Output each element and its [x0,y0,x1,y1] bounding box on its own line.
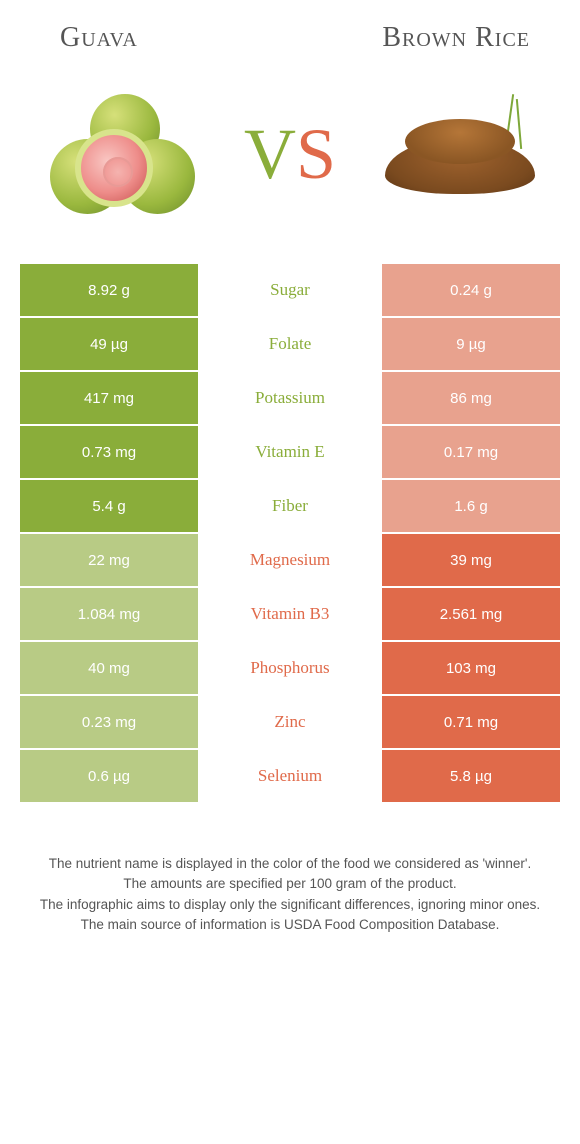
value-right: 39 mg [380,534,560,586]
nutrient-name: Folate [200,318,380,370]
footer-line: The nutrient name is displayed in the co… [20,854,560,874]
value-left: 40 mg [20,642,200,694]
value-left: 0.6 µg [20,750,200,802]
value-left: 22 mg [20,534,200,586]
footer-line: The infographic aims to display only the… [20,895,560,915]
footer-line: The amounts are specified per 100 gram o… [20,874,560,894]
value-left: 0.23 mg [20,696,200,748]
food-title-left: Guava [60,22,138,54]
table-row: 22 mgMagnesium39 mg [20,534,560,588]
table-row: 49 µgFolate9 µg [20,318,560,372]
nutrient-name: Vitamin E [200,426,380,478]
nutrient-name: Zinc [200,696,380,748]
nutrient-name: Sugar [200,264,380,316]
value-right: 0.24 g [380,264,560,316]
vs-label: VS [244,113,336,196]
value-left: 5.4 g [20,480,200,532]
vs-v: V [244,114,296,194]
value-left: 49 µg [20,318,200,370]
value-left: 8.92 g [20,264,200,316]
table-row: 5.4 gFiber1.6 g [20,480,560,534]
value-left: 0.73 mg [20,426,200,478]
value-right: 9 µg [380,318,560,370]
hero-row: VS [0,54,580,264]
table-row: 0.6 µgSelenium5.8 µg [20,750,560,804]
value-right: 1.6 g [380,480,560,532]
footer-line: The main source of information is USDA F… [20,915,560,935]
footer-notes: The nutrient name is displayed in the co… [0,804,580,935]
nutrient-name: Magnesium [200,534,380,586]
table-row: 0.73 mgVitamin E0.17 mg [20,426,560,480]
value-left: 1.084 mg [20,588,200,640]
brown-rice-icon [380,84,540,224]
table-row: 8.92 gSugar0.24 g [20,264,560,318]
food-title-right: Brown Rice [382,22,530,54]
value-right: 5.8 µg [380,750,560,802]
value-right: 103 mg [380,642,560,694]
guava-icon [40,84,200,224]
nutrient-name: Phosphorus [200,642,380,694]
nutrient-name: Vitamin B3 [200,588,380,640]
value-right: 2.561 mg [380,588,560,640]
value-left: 417 mg [20,372,200,424]
nutrient-table: 8.92 gSugar0.24 g49 µgFolate9 µg417 mgPo… [0,264,580,804]
table-row: 1.084 mgVitamin B32.561 mg [20,588,560,642]
table-row: 0.23 mgZinc0.71 mg [20,696,560,750]
value-right: 86 mg [380,372,560,424]
value-right: 0.17 mg [380,426,560,478]
table-row: 417 mgPotassium86 mg [20,372,560,426]
nutrient-name: Potassium [200,372,380,424]
value-right: 0.71 mg [380,696,560,748]
header: Guava Brown Rice [0,0,580,54]
vs-s: S [296,114,336,194]
nutrient-name: Fiber [200,480,380,532]
table-row: 40 mgPhosphorus103 mg [20,642,560,696]
nutrient-name: Selenium [200,750,380,802]
